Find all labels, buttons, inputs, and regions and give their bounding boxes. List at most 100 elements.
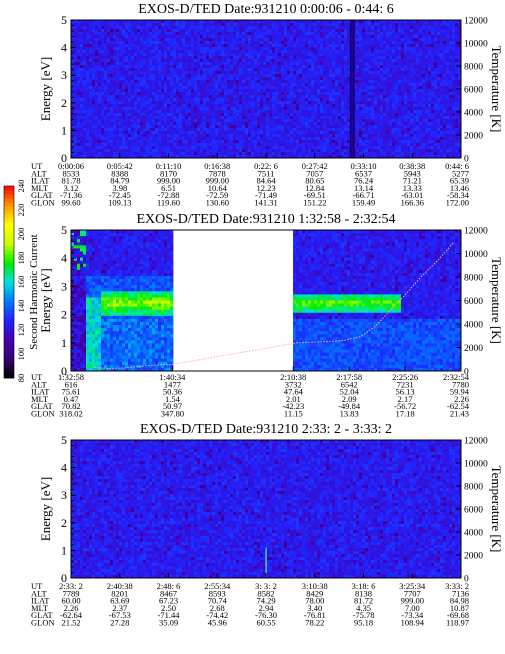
heatmap-cell	[116, 95, 120, 99]
heatmap-cell	[170, 122, 174, 126]
heatmap-cell	[89, 155, 93, 159]
heatmap-cell	[296, 107, 300, 111]
heatmap-cell	[356, 35, 360, 39]
heatmap-cell	[86, 134, 90, 138]
heatmap-cell	[290, 152, 294, 156]
heatmap-cell	[95, 98, 99, 102]
heatmap-cell	[80, 41, 84, 45]
heatmap-cell	[179, 131, 183, 135]
heatmap-cell	[332, 32, 336, 36]
heatmap-cell	[98, 83, 102, 87]
colorbar-tick-label: 140	[16, 300, 26, 313]
heatmap-cell	[155, 65, 159, 69]
heatmap-cell	[302, 65, 306, 69]
heatmap-cell	[365, 116, 369, 120]
colorbar-segment	[4, 326, 14, 331]
heatmap-cell	[290, 116, 294, 120]
heatmap-cell	[125, 68, 129, 72]
heatmap-cell	[200, 152, 204, 156]
heatmap-cell	[74, 119, 78, 123]
heatmap-cell	[254, 95, 258, 99]
heatmap-cell	[383, 47, 387, 51]
heatmap-cell	[251, 107, 255, 111]
heatmap-cell	[230, 113, 234, 117]
heatmap-cell	[182, 50, 186, 54]
heatmap-cell	[323, 125, 327, 129]
heatmap-cell	[215, 59, 219, 63]
heatmap-cell	[209, 23, 213, 27]
heatmap-cell	[107, 35, 111, 39]
heatmap-cell	[188, 101, 192, 105]
heatmap-cell	[359, 38, 363, 42]
heatmap-cell	[326, 143, 330, 147]
heatmap-cell	[104, 98, 108, 102]
heatmap-cell	[317, 68, 321, 72]
heatmap-cell	[221, 92, 225, 96]
heatmap-cell	[191, 107, 195, 111]
heatmap-cell	[254, 35, 258, 39]
heatmap-cell	[281, 32, 285, 36]
heatmap-cell	[341, 110, 345, 114]
heatmap-cell	[194, 80, 198, 84]
heatmap-cell	[155, 125, 159, 129]
heatmap-cell	[323, 152, 327, 156]
heatmap-cell	[119, 50, 123, 54]
heatmap-cell	[191, 20, 195, 24]
heatmap-cell	[146, 122, 150, 126]
heatmap-cell	[215, 101, 219, 105]
heatmap-cell	[320, 146, 324, 150]
heatmap-cell	[119, 35, 123, 39]
heatmap-cell	[332, 83, 336, 87]
heatmap-cell	[203, 107, 207, 111]
heatmap-cell	[221, 47, 225, 51]
heatmap-cell	[359, 74, 363, 78]
heatmap-cell	[209, 44, 213, 48]
heatmap-cell	[338, 50, 342, 54]
heatmap-cell	[281, 125, 285, 129]
heatmap-cell	[83, 68, 87, 72]
heatmap-cell	[272, 38, 276, 42]
heatmap-cell	[173, 149, 177, 153]
heatmap-cell	[386, 104, 390, 108]
heatmap-cell	[281, 80, 285, 84]
heatmap-cell	[362, 65, 366, 69]
heatmap-cell	[254, 131, 258, 135]
heatmap-cell	[284, 101, 288, 105]
heatmap-cell	[104, 86, 108, 90]
heatmap-cell	[368, 41, 372, 45]
heatmap-cell	[161, 122, 165, 126]
heatmap-cell	[362, 116, 366, 120]
heatmap-cell	[80, 23, 84, 27]
heatmap-cell	[284, 53, 288, 57]
heatmap-cell	[143, 137, 147, 141]
heatmap-cell	[239, 38, 243, 42]
heatmap-cell	[140, 86, 144, 90]
heatmap-cell	[302, 53, 306, 57]
heatmap-cell	[119, 128, 123, 132]
heatmap-cell	[335, 35, 339, 39]
heatmap-cell	[80, 80, 84, 84]
heatmap-cell	[98, 152, 102, 156]
heatmap-cell	[218, 107, 222, 111]
heatmap-cell	[206, 146, 210, 150]
heatmap-cell	[392, 56, 396, 60]
heatmap-cell	[260, 47, 264, 51]
heatmap-cell	[341, 62, 345, 66]
heatmap-cell	[263, 146, 267, 150]
heatmap-cell	[344, 149, 348, 153]
heatmap-cell	[116, 44, 120, 48]
heatmap-cell	[107, 50, 111, 54]
heatmap-cell	[200, 32, 204, 36]
heatmap-cell	[242, 143, 246, 147]
heatmap-cell	[233, 59, 237, 63]
heatmap-cell	[143, 113, 147, 117]
heatmap-cell	[218, 29, 222, 33]
heatmap-cell	[113, 131, 117, 135]
heatmap-cell	[344, 35, 348, 39]
heatmap-cell	[101, 38, 105, 42]
heatmap-cell	[305, 137, 309, 141]
heatmap-cell	[104, 23, 108, 27]
heatmap-cell	[131, 152, 135, 156]
heatmap-cell	[134, 56, 138, 60]
heatmap-cell	[293, 59, 297, 63]
